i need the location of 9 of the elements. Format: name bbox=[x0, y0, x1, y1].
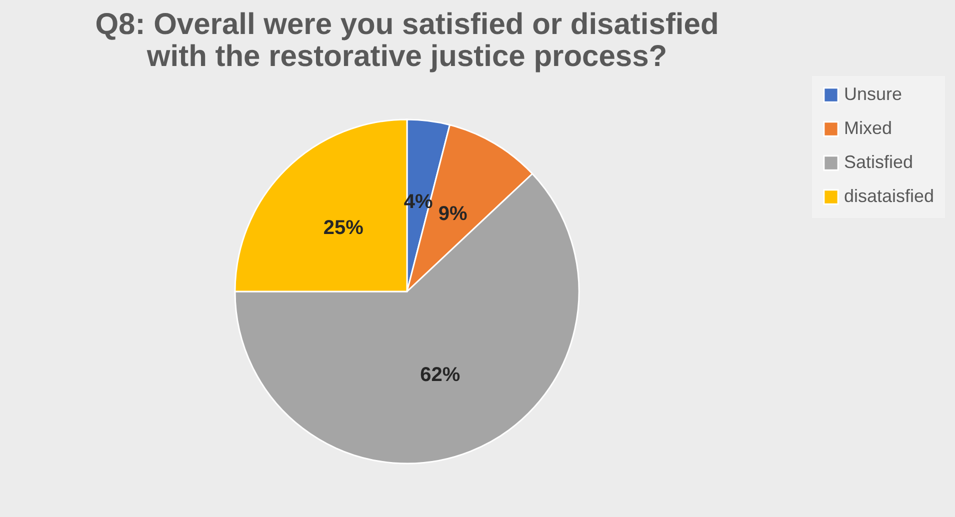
legend-label: Mixed bbox=[844, 118, 892, 138]
legend-label: disataisfied bbox=[844, 186, 934, 206]
text: Q8: Overall were you satisfied or disatisfied bbox=[95, 8, 719, 41]
data-label: 25% bbox=[323, 216, 364, 239]
data-label: 9% bbox=[438, 203, 468, 226]
legend-label: Satisfied bbox=[844, 152, 914, 172]
legend-label: Unsure bbox=[844, 84, 902, 104]
data-label: 62% bbox=[420, 364, 460, 386]
text: with the restorative justice process? bbox=[146, 40, 668, 73]
